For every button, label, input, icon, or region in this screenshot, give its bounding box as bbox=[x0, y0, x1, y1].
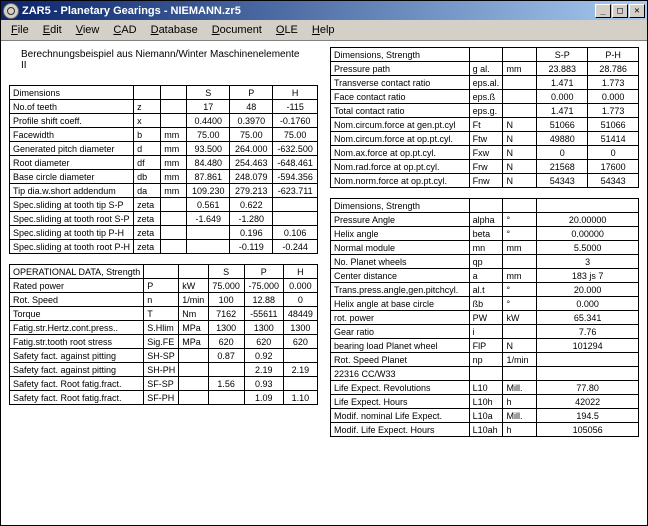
table-row: Nom.circum.force at op.pt.cyl.FtwN498805… bbox=[331, 132, 639, 146]
table-row: Facewidthbmm75.0075.0075.00 bbox=[10, 128, 318, 142]
table-row: Nom.ax.force at op.pt.cyl.FxwN00 bbox=[331, 146, 639, 160]
menu-view[interactable]: View bbox=[70, 22, 106, 38]
strength2-table: Dimensions, StrengthPressure Anglealpha°… bbox=[330, 198, 639, 437]
table-row: Rot. Speedn1/min10012.880 bbox=[10, 293, 318, 307]
table-row: TorqueTNm7162-5561148449 bbox=[10, 307, 318, 321]
subtitle: Berechnungsbeispiel aus Niemann/Winter M… bbox=[9, 47, 318, 75]
table-row: Gear ratioi7.76 bbox=[331, 325, 639, 339]
dimensions-table: DimensionsSPHNo.of teethz1748-115Profile… bbox=[9, 85, 318, 254]
table-row: Fatig.str.Hertz.cont.press..S.HlimMPa130… bbox=[10, 321, 318, 335]
right-column: Dimensions, StrengthS-PP-HPressure pathg… bbox=[330, 47, 639, 519]
strength1-table: Dimensions, StrengthS-PP-HPressure pathg… bbox=[330, 47, 639, 188]
menu-database[interactable]: Database bbox=[145, 22, 204, 38]
table-row: Modif. nominal Life Expect.L10aMill.194.… bbox=[331, 409, 639, 423]
table-row: Pressure Anglealpha°20.00000 bbox=[331, 213, 639, 227]
table-row: Spec.sliding at tooth tip P-Hzeta0.1960.… bbox=[10, 226, 318, 240]
titlebar: ZAR5 - Planetary Gearings - NIEMANN.zr5 … bbox=[1, 1, 647, 20]
table-row: Helix anglebeta°0.00000 bbox=[331, 227, 639, 241]
table-row: Safety fact. Root fatig.fract.SF-PH1.091… bbox=[10, 391, 318, 405]
table-row: Fatig.str.tooth root stressSig.FEMPa6206… bbox=[10, 335, 318, 349]
table-row: Spec.sliding at tooth root S-Pzeta-1.649… bbox=[10, 212, 318, 226]
table-row: Safety fact. against pittingSH-SP0.870.9… bbox=[10, 349, 318, 363]
table-row: rot. powerPWkW65.341 bbox=[331, 311, 639, 325]
table-row: Center distanceamm183 js 7 bbox=[331, 269, 639, 283]
table-row: Transverse contact ratioeps.al.1.4711.77… bbox=[331, 76, 639, 90]
operational-table: OPERATIONAL DATA, StrengthSPHRated power… bbox=[9, 264, 318, 405]
table-row: Nom.rad.force at op.pt.cyl.FrwN215681760… bbox=[331, 160, 639, 174]
table-row: Total contact ratioeps.g.1.4711.773 bbox=[331, 104, 639, 118]
table-row: 22316 CC/W33 bbox=[331, 367, 639, 381]
left-column: Berechnungsbeispiel aus Niemann/Winter M… bbox=[9, 47, 318, 519]
table-row: Life Expect. RevolutionsL10Mill.77.80 bbox=[331, 381, 639, 395]
app-window: ZAR5 - Planetary Gearings - NIEMANN.zr5 … bbox=[0, 0, 648, 526]
menu-file[interactable]: File bbox=[5, 22, 35, 38]
table-row: Pressure pathg al.mm23.88328.786 bbox=[331, 62, 639, 76]
window-controls: _ □ ✕ bbox=[595, 4, 645, 18]
table-row: No.of teethz1748-115 bbox=[10, 100, 318, 114]
table-row: Tip dia.w.short addendumdamm109.230279.2… bbox=[10, 184, 318, 198]
table-row: Spec.sliding at tooth root P-Hzeta-0.119… bbox=[10, 240, 318, 254]
menu-edit[interactable]: Edit bbox=[37, 22, 68, 38]
table-row: Generated pitch diameterdmm93.500264.000… bbox=[10, 142, 318, 156]
menubar: FileEditViewCADDatabaseDocumentOLEHelp bbox=[1, 20, 647, 41]
table-row: Root diameterdfmm84.480254.463-648.461 bbox=[10, 156, 318, 170]
menu-help[interactable]: Help bbox=[306, 22, 341, 38]
table-row: Life Expect. HoursL10hh42022 bbox=[331, 395, 639, 409]
table-row: Profile shift coeff.x0.44000.3970-0.1760 bbox=[10, 114, 318, 128]
table-row: Spec.sliding at tooth tip S-Pzeta0.5610.… bbox=[10, 198, 318, 212]
table-row: Modif. Life Expect. HoursL10ahh105056 bbox=[331, 423, 639, 437]
maximize-button[interactable]: □ bbox=[612, 4, 628, 18]
window-title: ZAR5 - Planetary Gearings - NIEMANN.zr5 bbox=[22, 5, 595, 17]
table-row: Trans.press.angle,gen.pitchcyl.al.t°20.0… bbox=[331, 283, 639, 297]
content-area: Berechnungsbeispiel aus Niemann/Winter M… bbox=[1, 41, 647, 525]
table-row: Nom.norm.force at op.pt.cyl.FnwN54343543… bbox=[331, 174, 639, 188]
menu-cad[interactable]: CAD bbox=[107, 22, 142, 38]
app-icon bbox=[3, 3, 19, 19]
minimize-button[interactable]: _ bbox=[595, 4, 611, 18]
table-row: Face contact ratioeps.ß0.0000.000 bbox=[331, 90, 639, 104]
table-row: Base circle diameterdbmm87.861248.079-59… bbox=[10, 170, 318, 184]
table-row: Safety fact. against pittingSH-PH2.192.1… bbox=[10, 363, 318, 377]
table-row: Rated powerPkW75.000-75.0000.000 bbox=[10, 279, 318, 293]
close-button[interactable]: ✕ bbox=[629, 4, 645, 18]
table-row: Nom.circum.force at gen.pt.cylFtN5106651… bbox=[331, 118, 639, 132]
table-row: Helix angle at base circleßb°0.000 bbox=[331, 297, 639, 311]
table-row: Normal modulemnmm5.5000 bbox=[331, 241, 639, 255]
menu-document[interactable]: Document bbox=[206, 22, 268, 38]
table-row: bearing load Planet wheelFlPN101294 bbox=[331, 339, 639, 353]
table-row: Rot. Speed Planetnp1/min bbox=[331, 353, 639, 367]
table-row: No. Planet wheelsqp3 bbox=[331, 255, 639, 269]
menu-ole[interactable]: OLE bbox=[270, 22, 304, 38]
table-row: Safety fact. Root fatig.fract.SF-SP1.560… bbox=[10, 377, 318, 391]
